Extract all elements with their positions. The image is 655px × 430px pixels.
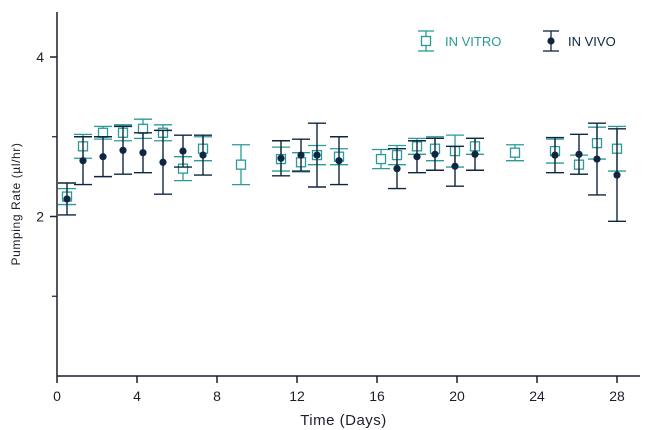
x-tick-label: 24: [529, 388, 545, 404]
x-tick-label: 4: [133, 388, 141, 404]
data-point: [413, 153, 421, 161]
series-in-vivo: [58, 122, 626, 222]
data-point: [313, 151, 321, 159]
data-point: [509, 147, 521, 158]
data-point: [97, 127, 109, 138]
legend: IN VITRO IN VIVO: [418, 30, 616, 52]
x-axis-title: Time (Days): [300, 412, 387, 429]
legend-square-icon: [420, 35, 432, 47]
data-point: [119, 146, 127, 154]
data-point: [431, 150, 439, 158]
x-tick-label: 12: [289, 388, 305, 404]
x-tick-label: 28: [609, 388, 625, 404]
data-point: [79, 157, 87, 165]
x-tick-label: 0: [53, 388, 61, 404]
data-point: [277, 154, 285, 162]
data-point: [297, 151, 305, 159]
x-tick-label: 20: [449, 388, 465, 404]
data-point: [471, 150, 479, 158]
data-point: [235, 159, 247, 170]
y-tick-label: 2: [36, 209, 44, 225]
legend-dot-icon: [547, 37, 555, 45]
data-point: [575, 150, 583, 158]
data-point: [451, 162, 459, 170]
data-point: [613, 171, 621, 179]
data-point: [63, 195, 71, 203]
data-point: [159, 158, 167, 166]
data-point: [375, 153, 387, 165]
legend-label: IN VIVO: [568, 34, 616, 49]
x-tick-label: 8: [213, 388, 221, 404]
data-point: [393, 165, 401, 173]
data-point: [199, 151, 207, 159]
y-tick-label: 4: [36, 49, 44, 65]
data-point: [99, 153, 107, 161]
x-tick-label: 16: [369, 388, 385, 404]
data-point: [335, 157, 343, 165]
legend-label: IN VITRO: [445, 34, 501, 49]
data-point: [593, 155, 601, 163]
y-axis-title: Pumping Rate (µl/hr): [9, 143, 23, 266]
legend-item: IN VITRO: [418, 30, 501, 52]
data-point: [139, 149, 147, 157]
legend-item: IN VIVO: [543, 30, 616, 52]
data-point: [137, 123, 149, 134]
data-point: [551, 151, 559, 159]
data-point: [179, 147, 187, 155]
